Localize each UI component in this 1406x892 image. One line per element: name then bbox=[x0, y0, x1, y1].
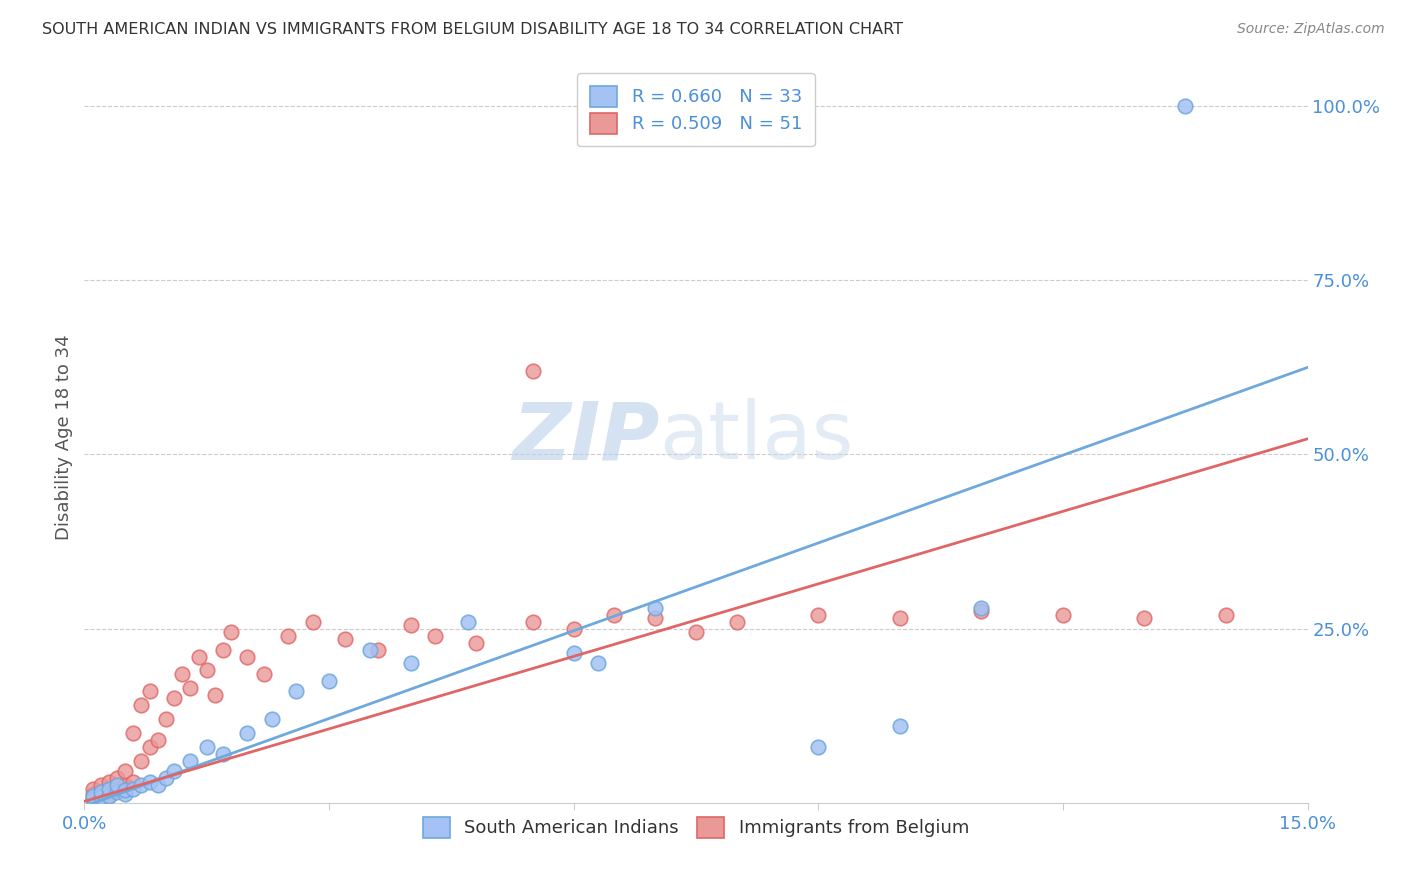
Point bbox=[163, 764, 186, 779]
Text: atlas: atlas bbox=[659, 398, 853, 476]
Point bbox=[179, 754, 201, 768]
Point bbox=[889, 719, 911, 733]
Legend: South American Indians, Immigrants from Belgium: South American Indians, Immigrants from … bbox=[416, 810, 976, 845]
Point bbox=[212, 747, 235, 761]
Point bbox=[82, 788, 104, 802]
Point bbox=[82, 792, 104, 806]
Point bbox=[464, 635, 486, 649]
Text: ZIP: ZIP bbox=[512, 398, 659, 476]
Point bbox=[644, 611, 666, 625]
Point bbox=[114, 778, 136, 792]
Point bbox=[1174, 99, 1197, 113]
Point bbox=[195, 740, 218, 755]
Point bbox=[603, 607, 626, 622]
Point bbox=[253, 667, 276, 681]
Point bbox=[562, 622, 585, 636]
Point bbox=[725, 615, 748, 629]
Point bbox=[399, 618, 422, 632]
Point bbox=[138, 684, 160, 698]
Point bbox=[562, 646, 585, 660]
Point bbox=[131, 778, 153, 792]
Point bbox=[1133, 611, 1156, 625]
Point bbox=[82, 781, 104, 796]
Point bbox=[423, 629, 446, 643]
Point bbox=[97, 781, 120, 796]
Point bbox=[522, 364, 544, 378]
Point bbox=[163, 691, 186, 706]
Point bbox=[359, 642, 381, 657]
Point bbox=[1052, 607, 1074, 622]
Point bbox=[179, 681, 201, 695]
Point bbox=[260, 712, 283, 726]
Point bbox=[1215, 607, 1237, 622]
Point bbox=[146, 778, 169, 792]
Point bbox=[146, 733, 169, 747]
Point bbox=[131, 698, 153, 713]
Point bbox=[155, 772, 177, 786]
Point bbox=[155, 712, 177, 726]
Point bbox=[90, 785, 112, 799]
Point bbox=[90, 790, 112, 805]
Point bbox=[586, 657, 609, 671]
Point bbox=[172, 667, 194, 681]
Point bbox=[97, 775, 120, 789]
Point bbox=[204, 688, 226, 702]
Point bbox=[105, 772, 128, 786]
Point bbox=[219, 625, 242, 640]
Point bbox=[335, 632, 357, 646]
Point bbox=[212, 642, 235, 657]
Point bbox=[105, 785, 128, 799]
Point bbox=[285, 684, 308, 698]
Point bbox=[97, 781, 120, 796]
Point bbox=[318, 673, 340, 688]
Point bbox=[236, 726, 259, 740]
Point bbox=[97, 789, 120, 803]
Point bbox=[970, 600, 993, 615]
Point bbox=[236, 649, 259, 664]
Point bbox=[685, 625, 707, 640]
Point bbox=[522, 615, 544, 629]
Point bbox=[807, 740, 830, 755]
Point bbox=[138, 740, 160, 755]
Point bbox=[82, 792, 104, 806]
Point bbox=[114, 764, 136, 779]
Point bbox=[138, 775, 160, 789]
Point bbox=[90, 778, 112, 792]
Point bbox=[277, 629, 299, 643]
Point bbox=[889, 611, 911, 625]
Point bbox=[301, 615, 323, 629]
Point bbox=[97, 789, 120, 803]
Point bbox=[807, 607, 830, 622]
Point bbox=[970, 604, 993, 618]
Point bbox=[122, 781, 145, 796]
Point bbox=[114, 783, 136, 797]
Point bbox=[122, 775, 145, 789]
Point bbox=[131, 754, 153, 768]
Point bbox=[105, 783, 128, 797]
Point bbox=[122, 726, 145, 740]
Point bbox=[457, 615, 479, 629]
Point bbox=[105, 778, 128, 792]
Point bbox=[90, 785, 112, 799]
Text: SOUTH AMERICAN INDIAN VS IMMIGRANTS FROM BELGIUM DISABILITY AGE 18 TO 34 CORRELA: SOUTH AMERICAN INDIAN VS IMMIGRANTS FROM… bbox=[42, 22, 903, 37]
Point bbox=[82, 789, 104, 803]
Point bbox=[367, 642, 389, 657]
Point bbox=[114, 788, 136, 802]
Y-axis label: Disability Age 18 to 34: Disability Age 18 to 34 bbox=[55, 334, 73, 540]
Text: Source: ZipAtlas.com: Source: ZipAtlas.com bbox=[1237, 22, 1385, 37]
Point bbox=[644, 600, 666, 615]
Point bbox=[195, 664, 218, 678]
Point bbox=[187, 649, 209, 664]
Point bbox=[90, 790, 112, 805]
Point bbox=[399, 657, 422, 671]
